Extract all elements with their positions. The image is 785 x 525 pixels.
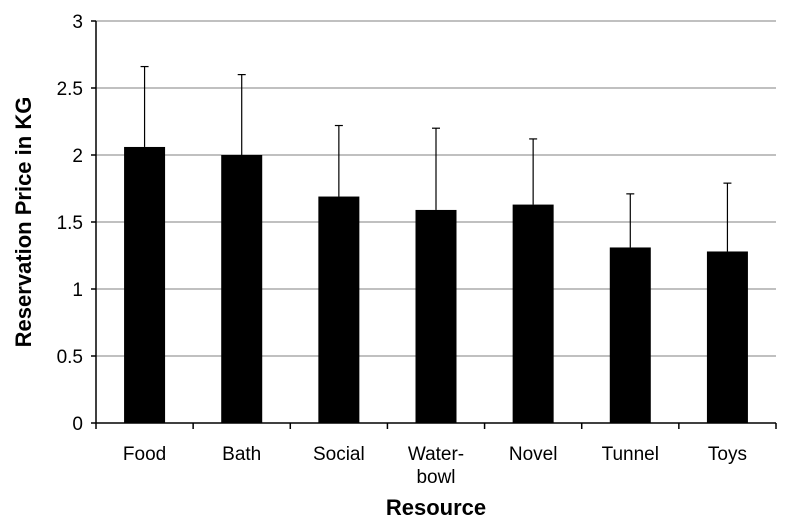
y-tick-label: 2.5 <box>57 79 83 100</box>
bar-social <box>318 196 360 423</box>
y-tick-label: 0.5 <box>57 347 83 368</box>
x-tick-label: Novel <box>509 444 558 465</box>
x-tick-label: Water-bowl <box>408 444 464 488</box>
y-tick-labels: 0 0.5 1 1.5 2 2.5 3 <box>57 12 83 435</box>
x-axis-title: Resource <box>386 495 486 520</box>
bar-waterbowl <box>415 209 457 423</box>
x-tick-label: Toys <box>708 444 747 465</box>
y-tick-label: 0 <box>72 414 83 435</box>
y-axis-title: Reservation Price in KG <box>11 97 36 348</box>
x-tick-label: Bath <box>222 444 261 465</box>
x-tick-label: Social <box>313 444 365 465</box>
y-tick-label: 2 <box>72 146 83 167</box>
x-tick-label: Food <box>123 444 166 465</box>
bar-bath <box>221 155 263 423</box>
x-tick-label: Tunnel <box>602 444 659 465</box>
bar-novel <box>512 204 554 423</box>
y-tick-label: 1.5 <box>57 213 83 234</box>
y-tick-label: 3 <box>72 12 83 33</box>
bar-food <box>124 146 166 423</box>
y-tick-label: 1 <box>72 280 83 301</box>
bar-tunnel <box>609 247 651 423</box>
bar-toys <box>706 251 748 423</box>
bars <box>124 65 748 423</box>
axes <box>91 20 777 429</box>
x-tick-labels: Food Bath Social Water-bowl Novel Tunnel Toys <box>123 444 747 488</box>
